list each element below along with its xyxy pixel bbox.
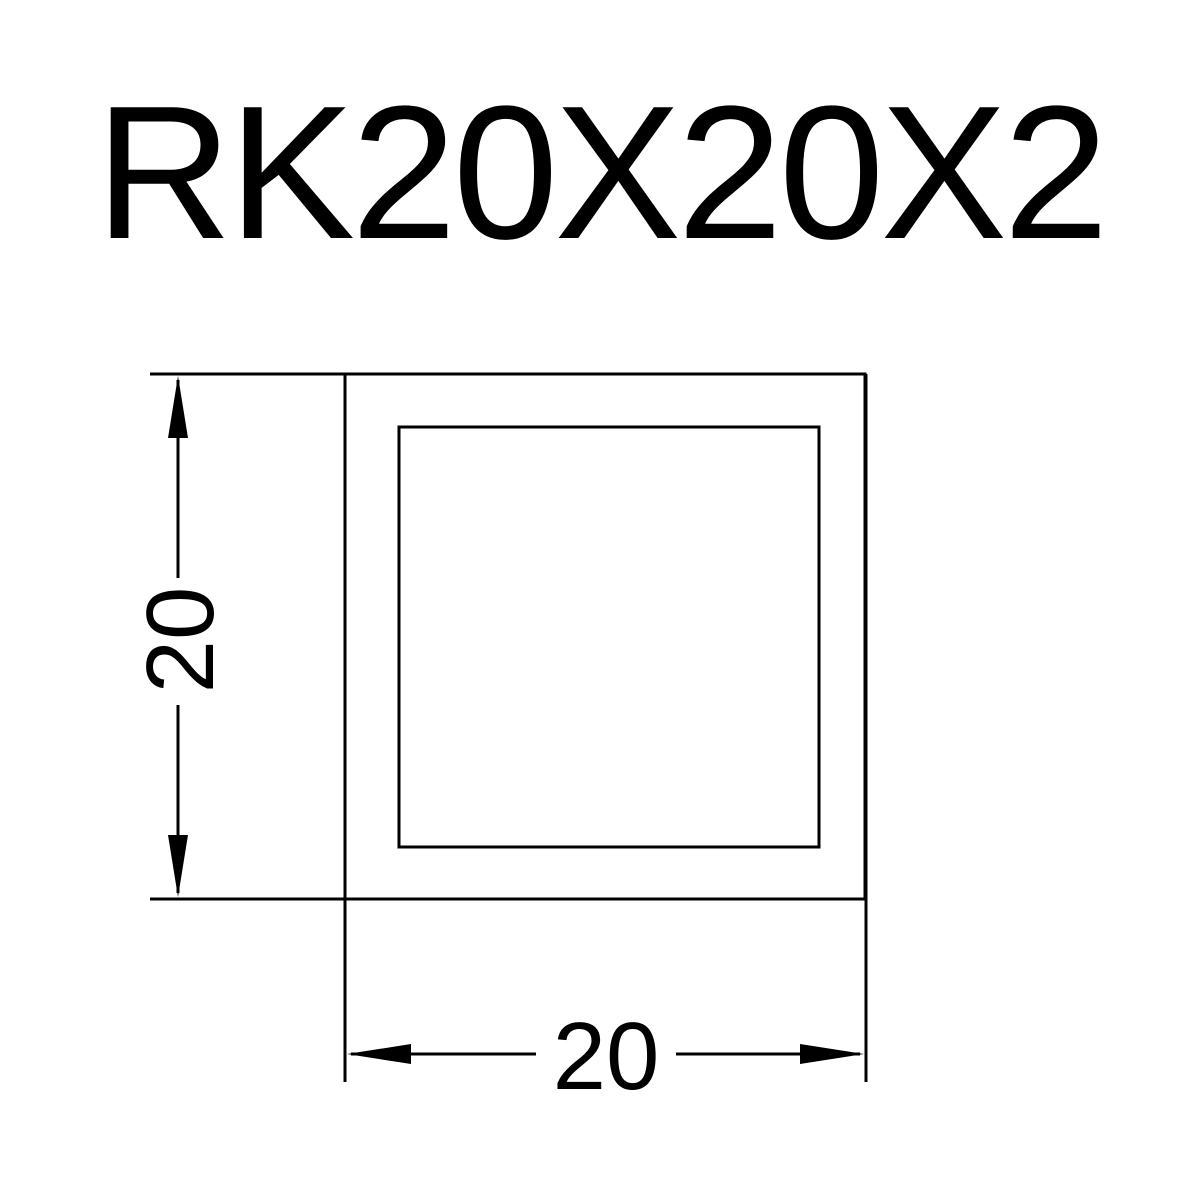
height-arrow-top [168, 376, 188, 438]
height-dimension-label: 20 [127, 587, 234, 694]
height-arrow-bottom [168, 835, 188, 897]
inner-profile-square [397, 425, 821, 849]
profile-title: RK20X20X2 [95, 67, 1109, 279]
outer-profile-square [343, 372, 867, 901]
width-dimension-label: 20 [553, 1003, 660, 1110]
width-arrow-right [800, 1044, 864, 1064]
width-arrow-left [347, 1044, 411, 1064]
